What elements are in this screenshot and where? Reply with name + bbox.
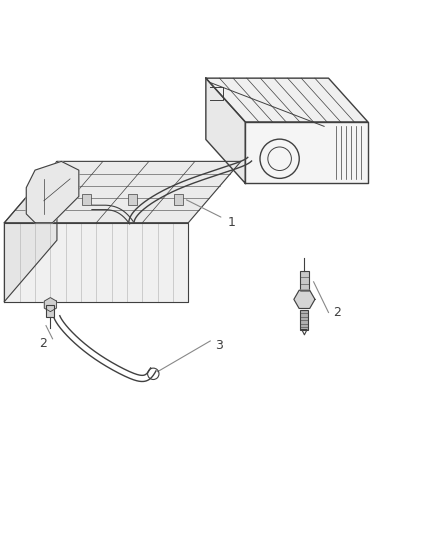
Polygon shape [206, 78, 245, 183]
Polygon shape [4, 161, 241, 223]
Bar [82, 194, 91, 205]
Polygon shape [4, 223, 188, 302]
Bar [46, 304, 54, 317]
Text: 2: 2 [333, 306, 341, 319]
Text: 2: 2 [39, 337, 47, 350]
Text: 1: 1 [228, 216, 236, 229]
Bar [36, 194, 45, 205]
Polygon shape [245, 122, 368, 183]
Bar [174, 194, 183, 205]
Bar [128, 194, 137, 205]
Polygon shape [26, 161, 79, 223]
Bar [300, 310, 308, 329]
Bar [300, 271, 309, 295]
Polygon shape [44, 297, 57, 312]
Polygon shape [206, 78, 368, 122]
Text: 3: 3 [215, 339, 223, 352]
Polygon shape [4, 161, 57, 302]
Polygon shape [294, 290, 315, 309]
